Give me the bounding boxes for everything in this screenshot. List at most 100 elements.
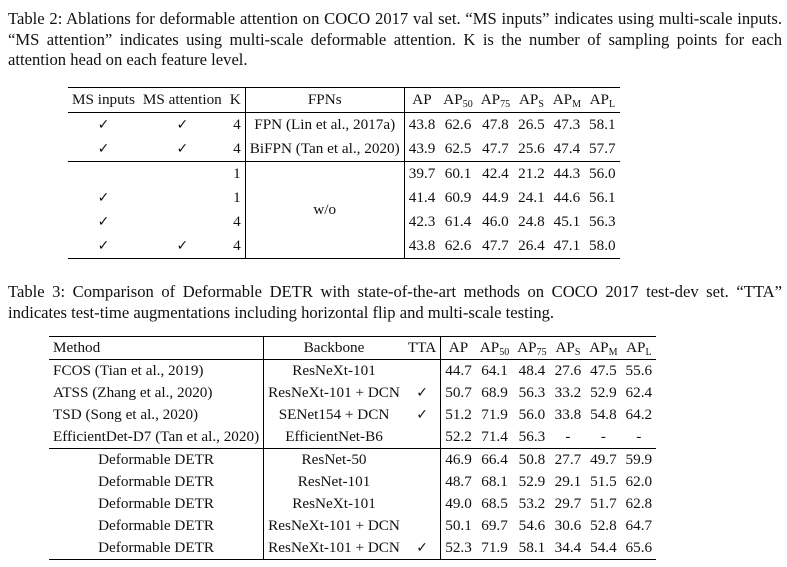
cell-aps: - — [565, 428, 571, 445]
cell-ap50: 68.5 — [481, 495, 508, 512]
cell-method: EfficientDet-D7 (Tan et al., 2020) — [49, 426, 265, 449]
cell-ap75: 56.0 — [518, 406, 546, 423]
cell-apm: 54.4 — [590, 539, 617, 556]
cell-ap: 43.8 — [408, 116, 436, 133]
cell-ap: 44.7 — [445, 362, 472, 379]
cell-ms-attention — [139, 162, 226, 187]
cell-tta — [403, 515, 442, 537]
header-backbone: Backbone — [303, 339, 365, 356]
cell-aps: 27.6 — [554, 362, 582, 379]
cell-apl: 58.1 — [589, 116, 616, 133]
cell-apm: 47.4 — [553, 140, 581, 157]
cell-ap75: 56.3 — [518, 428, 546, 445]
table-row: Deformable DETR ResNeXt-101 + DCN 50.1 6… — [49, 515, 656, 537]
cell-ms-inputs: ✓ — [97, 117, 110, 133]
header-ap: AP — [448, 339, 469, 356]
cell-method: TSD (Song et al., 2020) — [49, 404, 265, 426]
cell-ap50: 60.1 — [444, 165, 472, 182]
cell-aps: 27.7 — [554, 451, 582, 468]
header-ap50: AP50 — [479, 339, 510, 358]
cell-ap: 42.3 — [408, 213, 436, 230]
cell-backbone: ResNet-50 — [301, 451, 367, 468]
header-ap75: AP75 — [517, 339, 547, 358]
header-apl: APL — [626, 339, 652, 358]
cell-aps: 24.1 — [518, 189, 545, 206]
table-row: Deformable DETR ResNet-50 46.9 66.4 50.8… — [49, 448, 657, 471]
table-row: FCOS (Tian et al., 2019) ResNeXt-101 44.… — [49, 359, 657, 382]
cell-ap: 39.7 — [408, 165, 436, 182]
cell-apm: 47.3 — [553, 116, 581, 133]
cell-ap: 50.7 — [445, 384, 472, 401]
cell-ap50: 71.9 — [481, 406, 508, 423]
table-row: ✓ 1 41.4 60.9 44.9 24.1 44.6 56.1 — [68, 186, 620, 210]
cell-backbone: SENet154 + DCN — [278, 406, 390, 423]
cell-method: Deformable DETR — [49, 471, 265, 493]
cell-tta — [403, 448, 442, 471]
header-ms-inputs: MS inputs — [72, 91, 135, 108]
header-ap50: AP50 — [443, 91, 473, 110]
cell-method: Deformable DETR — [49, 515, 265, 537]
cell-tta: ✓ — [403, 404, 442, 426]
cell-k: 1 — [225, 161, 246, 186]
cell-method: FCOS (Tian et al., 2019) — [49, 359, 265, 382]
table-row: ✓ ✓ 4 FPN (Lin et al., 2017a) 43.8 62.6 … — [68, 112, 620, 137]
cell-ap75: 53.2 — [518, 495, 546, 512]
cell-backbone: EfficientNet-B6 — [285, 428, 383, 445]
cell-k: 4 — [225, 137, 246, 162]
cell-aps: 25.6 — [518, 140, 545, 157]
cell-ap50: 68.1 — [481, 473, 508, 490]
cell-apl: 58.0 — [589, 237, 616, 254]
cell-ap50: 69.7 — [481, 517, 508, 534]
cell-aps: 34.4 — [554, 539, 582, 556]
header-method: Method — [49, 336, 265, 360]
cell-aps: 33.8 — [554, 406, 582, 423]
cell-ap50: 71.9 — [481, 539, 508, 556]
cell-ap50: 60.9 — [444, 189, 472, 206]
cell-apl: 56.0 — [589, 165, 616, 182]
cell-apm: 45.1 — [553, 213, 581, 230]
header-aps: APS — [555, 339, 581, 358]
cell-apl: 55.6 — [625, 362, 653, 379]
cell-ap50: 66.4 — [481, 451, 508, 468]
cell-ap75: 47.8 — [482, 116, 509, 133]
header-apm: APM — [552, 91, 582, 110]
cell-ap: 43.8 — [408, 237, 436, 254]
cell-apl: 57.7 — [589, 140, 616, 157]
cell-ms-inputs: ✓ — [97, 238, 110, 254]
cell-ap: 52.3 — [445, 539, 472, 556]
cell-backbone: ResNet-101 — [297, 473, 371, 490]
table-row: ATSS (Zhang et al., 2020) ResNeXt-101 + … — [49, 382, 656, 404]
cell-backbone: ResNeXt-101 — [292, 495, 376, 512]
cell-method: Deformable DETR — [49, 537, 265, 560]
cell-apl: 56.3 — [589, 213, 616, 230]
cell-ap50: 61.4 — [444, 213, 472, 230]
cell-ap50: 71.4 — [481, 428, 508, 445]
cell-ap: 50.1 — [445, 517, 472, 534]
cell-backbone: ResNeXt-101 + DCN — [268, 517, 400, 534]
cell-k: 4 — [225, 210, 246, 234]
cell-backbone: ResNeXt-101 + DCN — [268, 384, 400, 401]
cell-ap50: 64.1 — [481, 362, 508, 379]
cell-apm: 47.5 — [590, 362, 617, 379]
cell-method: Deformable DETR — [49, 493, 265, 515]
cell-backbone: ResNeXt-101 + DCN — [268, 539, 400, 556]
table3-header-row: Method Backbone TTA AP AP50 AP75 APS APM… — [49, 336, 657, 360]
cell-aps: 21.2 — [518, 165, 545, 182]
cell-ap: 52.2 — [445, 428, 472, 445]
table-row: TSD (Song et al., 2020) SENet154 + DCN ✓… — [49, 404, 656, 426]
cell-apm: 52.8 — [590, 517, 617, 534]
cell-ap50: 62.6 — [444, 116, 472, 133]
table-row: Deformable DETR ResNeXt-101 49.0 68.5 53… — [49, 493, 656, 515]
cell-apm: 47.1 — [553, 237, 581, 254]
cell-apl: 62.4 — [625, 384, 653, 401]
cell-ap50: 62.5 — [444, 140, 472, 157]
table2-header-row: MS inputs MS attention K FPNs AP AP50 AP… — [68, 87, 620, 113]
table2: MS inputs MS attention K FPNs AP AP50 AP… — [68, 87, 620, 259]
cell-ap: 48.7 — [445, 473, 472, 490]
cell-ms-inputs: ✓ — [97, 141, 110, 157]
cell-ap50: 62.6 — [444, 237, 472, 254]
cell-aps: 24.8 — [518, 213, 545, 230]
cell-ap75: 47.7 — [482, 140, 509, 157]
cell-apl: 64.2 — [625, 406, 653, 423]
cell-apm: 49.7 — [590, 451, 617, 468]
